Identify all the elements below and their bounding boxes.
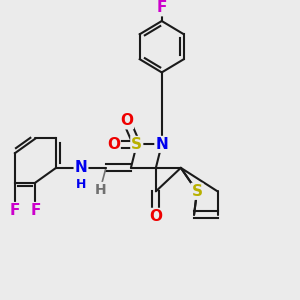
Text: O: O [107, 137, 120, 152]
Text: O: O [149, 209, 162, 224]
Text: N: N [155, 137, 168, 152]
Text: S: S [191, 184, 203, 199]
Text: H: H [94, 183, 106, 197]
Text: H: H [76, 178, 86, 190]
Text: F: F [30, 203, 41, 218]
Text: S: S [131, 137, 142, 152]
Text: N: N [75, 160, 87, 175]
Text: F: F [10, 203, 20, 218]
Text: F: F [157, 0, 167, 15]
Text: O: O [120, 113, 133, 128]
